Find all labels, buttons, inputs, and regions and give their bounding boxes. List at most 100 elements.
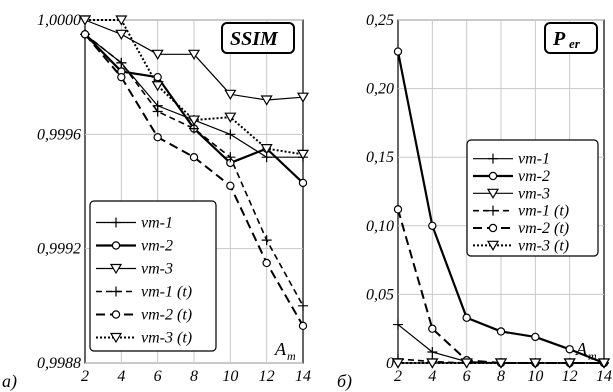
x-tick-label-4: 10	[527, 368, 543, 385]
title-box	[544, 22, 598, 54]
chart-title-sub: er	[569, 36, 581, 51]
x-tick-label-2: 6	[463, 368, 471, 385]
marker-s0-p0	[393, 319, 403, 330]
marker-sleg0-p0	[111, 217, 121, 228]
marker-sleg4-p0	[488, 223, 498, 233]
marker-s4-p1	[117, 72, 126, 82]
x-tick-label-5: 12	[562, 368, 578, 385]
y-tick-label-0: 0	[386, 355, 394, 372]
x-tick-label-1: 4	[117, 368, 125, 385]
panel-label: а)	[2, 371, 17, 392]
y-tick-label-2: 0,9996	[37, 126, 81, 143]
marker-s5-p6	[597, 358, 611, 369]
marker-s5-p3	[187, 115, 201, 126]
x-tick-label-1: 4	[428, 368, 436, 385]
marker-s2-p5	[260, 95, 273, 106]
marker-s1-p5	[565, 345, 574, 354]
marker-s4-p0	[393, 205, 403, 214]
marker-sleg3-p0	[111, 286, 121, 297]
x-axis-label-sub: m	[287, 349, 296, 363]
x-tick-label-5: 12	[259, 368, 275, 385]
marker-s2-p1	[115, 29, 128, 40]
legend-label-0: vm-1	[518, 151, 550, 168]
legend-label-4: vm-2 (t)	[518, 220, 569, 237]
title-box	[221, 22, 295, 54]
marker-s1-p1	[428, 221, 437, 230]
marker-s5-p0	[78, 15, 92, 26]
legend-label-1: vm-2	[518, 168, 550, 185]
marker-sleg2-p0	[486, 188, 500, 200]
marker-sleg2-p0	[109, 263, 123, 275]
marker-s5-p2	[460, 358, 473, 369]
legend-box	[89, 200, 217, 352]
marker-s0-p1	[427, 347, 438, 358]
x-tick-label-3: 8	[190, 368, 198, 385]
marker-s5-p4	[529, 358, 542, 369]
x-tick-label-6: 14	[295, 368, 311, 385]
marker-sleg1-p0	[111, 241, 121, 250]
marker-s3-p1	[116, 57, 127, 68]
marker-s5-p5	[260, 144, 273, 155]
marker-sleg1-p0	[488, 171, 498, 181]
marker-s2-p3	[187, 49, 201, 60]
y-tick-label-1: 0,05	[366, 286, 394, 303]
marker-s1-p6	[298, 178, 308, 188]
marker-s1-p3	[496, 327, 506, 336]
marker-s4-p1	[428, 324, 437, 333]
marker-s5-p1	[115, 15, 128, 26]
marker-s2-p6	[296, 92, 310, 103]
legend-label-2: vm-3	[518, 185, 550, 202]
legend-label-2: vm-3	[141, 261, 173, 278]
marker-sleg5-p0	[109, 332, 123, 344]
y-tick-label-3: 1,0000	[37, 12, 81, 29]
panel-ssim: 0,9988 0,9992 0,9996 1,0000 2 4 6 8 10 12 14 A m SSIM…	[2, 12, 311, 392]
marker-s4-p5	[262, 258, 271, 268]
marker-s3-p2	[152, 106, 163, 117]
x-axis-label: A	[274, 339, 287, 359]
y-tick-label-3: 0,15	[366, 149, 394, 166]
y-tick-label-5: 0,25	[366, 12, 394, 29]
marker-s3-p4	[225, 152, 236, 163]
x-tick-label-3: 8	[497, 368, 505, 385]
marker-s0-p4	[225, 129, 236, 140]
marker-s4-p2	[153, 132, 162, 142]
panel-label: б)	[337, 371, 352, 392]
y-tick-label-2: 0,10	[366, 218, 394, 235]
marker-s5-p0	[391, 358, 405, 369]
marker-s4-p3	[189, 152, 199, 162]
chart-title: SSIM	[230, 28, 279, 50]
y-tick-label-4: 0,20	[366, 81, 394, 98]
legend-label-1: vm-2	[141, 238, 173, 255]
legend-label-3: vm-1 (t)	[141, 284, 192, 301]
panel-per: 0 0,05 0,10 0,15 0,20 0,25 2 4 6 8 10 12 14 A m P er vm-1…	[337, 12, 612, 392]
marker-s3-p6	[298, 300, 308, 311]
marker-s5-p6	[296, 149, 310, 161]
chart-title: P	[552, 28, 566, 50]
x-tick-label-0: 2	[394, 368, 402, 385]
legend-box	[466, 139, 599, 257]
y-tick-label-0: 0,9988	[37, 355, 81, 372]
marker-sleg5-p0	[486, 240, 500, 252]
marker-s1-p4	[531, 332, 540, 342]
marker-sleg4-p0	[111, 310, 121, 319]
marker-s5-p4	[224, 112, 237, 123]
y-tick-label-1: 0,9992	[37, 241, 81, 258]
marker-s2-p2	[151, 49, 164, 60]
x-tick-label-6: 14	[596, 368, 612, 385]
legend-label-0: vm-1	[141, 215, 173, 232]
legend-label-4: vm-2 (t)	[141, 307, 192, 324]
x-tick-label-4: 10	[222, 368, 238, 385]
x-tick-label-2: 6	[154, 368, 162, 385]
marker-s3-p5	[261, 235, 272, 246]
marker-s5-p5	[563, 358, 576, 369]
marker-s4-p6	[298, 321, 308, 331]
marker-s2-p4	[224, 89, 237, 101]
legend-label-5: vm-3 (t)	[518, 237, 569, 254]
marker-s4-p0	[80, 30, 90, 39]
legend-label-5: vm-3 (t)	[141, 330, 192, 347]
marker-s1-p2	[462, 313, 471, 322]
marker-s5-p1	[426, 358, 439, 369]
marker-s1-p2	[153, 72, 162, 82]
marker-s1-p0	[393, 47, 403, 56]
